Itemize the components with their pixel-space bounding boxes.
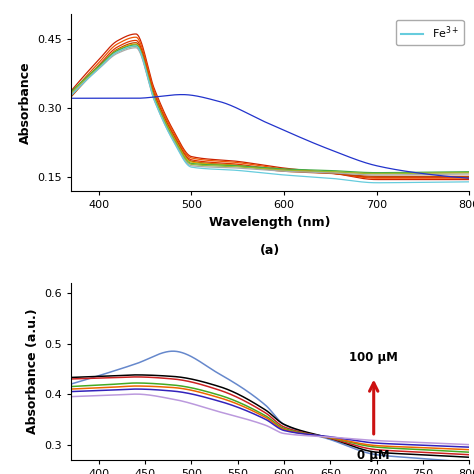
X-axis label: Wavelength (nm): Wavelength (nm) — [210, 216, 331, 228]
Legend: Fe$^{3+}$: Fe$^{3+}$ — [396, 20, 464, 45]
Text: 0 μM: 0 μM — [357, 449, 390, 462]
Y-axis label: Absorbance: Absorbance — [19, 61, 32, 144]
Text: 100 μM: 100 μM — [349, 351, 398, 365]
Y-axis label: Absorbance (a.u.): Absorbance (a.u.) — [26, 309, 39, 434]
Text: (a): (a) — [260, 244, 280, 257]
